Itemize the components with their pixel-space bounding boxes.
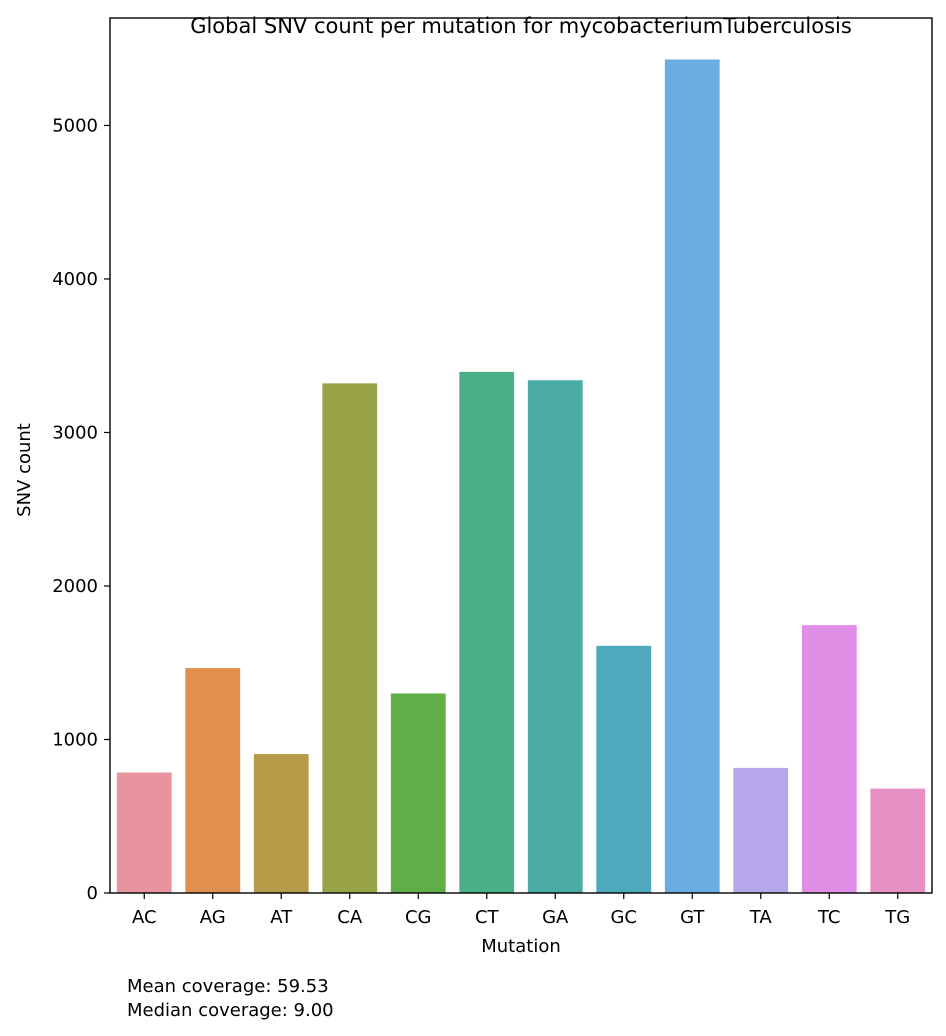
x-tick-label: AG (200, 907, 226, 928)
x-tick-label: TA (749, 907, 773, 928)
x-tick-label: TG (884, 907, 910, 928)
bar-gc (596, 645, 652, 893)
bar-ag (185, 668, 241, 893)
bar-at (253, 754, 309, 893)
x-tick-label: AC (132, 907, 157, 928)
x-tick-label: GA (542, 907, 569, 928)
bar-ca (322, 383, 378, 893)
x-tick-label: GC (610, 907, 637, 928)
y-tick-label: 5000 (52, 115, 98, 136)
y-tick-label: 0 (87, 883, 98, 904)
x-tick-label: CT (475, 907, 500, 928)
x-tick-label: AT (270, 907, 293, 928)
y-tick-label: 1000 (52, 729, 98, 750)
bar-gt (664, 59, 720, 893)
bar-cg (390, 693, 446, 893)
y-tick-label: 2000 (52, 576, 98, 597)
plot-frame (109, 17, 933, 894)
y-tick-label: 3000 (52, 422, 98, 443)
x-tick-label: TC (817, 907, 841, 928)
bar-ct (459, 371, 515, 894)
bar-tg (870, 788, 926, 893)
x-tick-label: CG (405, 907, 432, 928)
x-tick-label: GT (680, 907, 705, 928)
y-axis-label: SNV count (14, 423, 35, 517)
bar-tc (801, 625, 857, 893)
bar-chart: Global SNV count per mutation for mycoba… (14, 14, 933, 957)
bar-ta (733, 767, 789, 893)
median-coverage-note: Median coverage: 9.00 (127, 1000, 334, 1021)
x-tick-label: CA (337, 907, 363, 928)
bar-ac (116, 772, 172, 893)
bar-ga (527, 380, 583, 893)
y-tick-label: 4000 (52, 269, 98, 290)
mean-coverage-note: Mean coverage: 59.53 (127, 976, 329, 997)
x-axis-label: Mutation (481, 936, 561, 957)
